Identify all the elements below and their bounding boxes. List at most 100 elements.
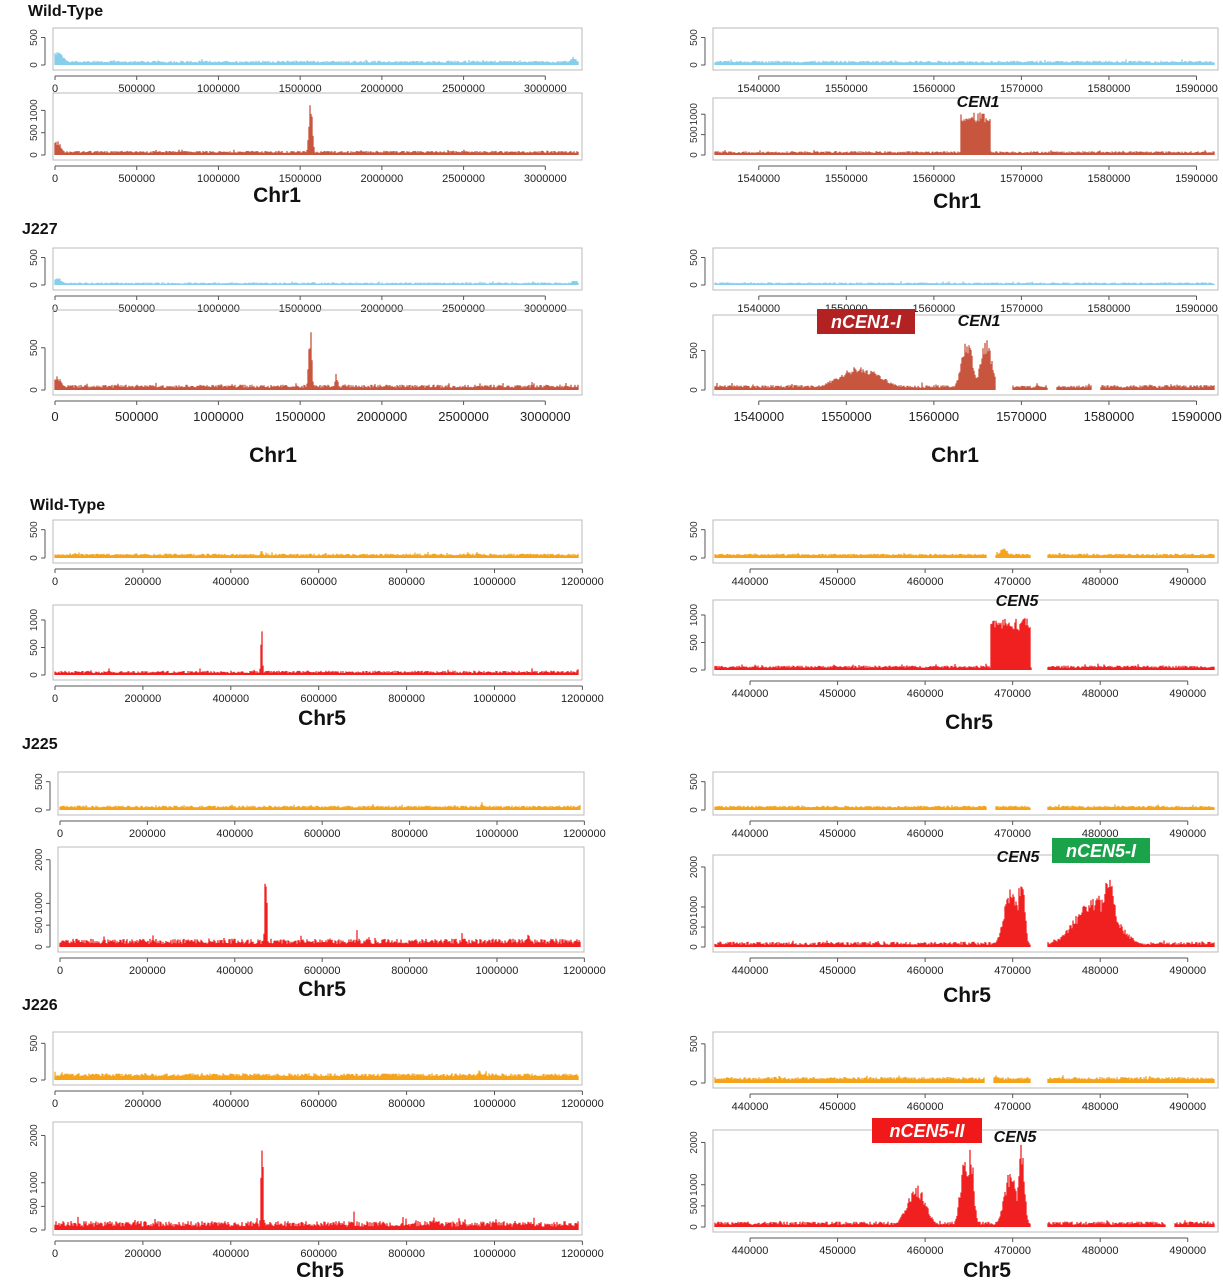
coverage-panel-p7: 0500154000015500001560000157000015800001… bbox=[689, 247, 1219, 315]
coverage-series bbox=[54, 551, 579, 558]
y-tick-label: 500 bbox=[689, 1197, 700, 1214]
y-tick-label: 0 bbox=[29, 282, 40, 288]
x-tick-label: 470000 bbox=[994, 1101, 1031, 1113]
y-tick-label: 500 bbox=[689, 918, 700, 935]
y-axis: 0 500 bbox=[689, 249, 706, 288]
y-tick-label: 0 bbox=[689, 1080, 700, 1086]
x-tick-label: 3000000 bbox=[524, 83, 567, 95]
y-axis: 0 500 bbox=[29, 29, 46, 68]
coverage-series bbox=[714, 281, 1215, 285]
x-tick-label: 460000 bbox=[907, 576, 944, 588]
y-tick-label: 0 bbox=[689, 1224, 700, 1230]
x-tick-label: 460000 bbox=[907, 965, 944, 977]
coverage-panel-p13: 0 500 0 200000 400000 600000 800000 1000000 1200… bbox=[29, 1031, 604, 1110]
x-tick-label: 2500000 bbox=[442, 303, 485, 315]
x-tick-label: 1000000 bbox=[476, 965, 519, 977]
panel-frame bbox=[712, 854, 1219, 953]
x-tick-label: 200000 bbox=[129, 965, 166, 977]
panel-frame bbox=[712, 599, 1219, 676]
x-tick-label: 460000 bbox=[907, 1101, 944, 1113]
y-tick-label: 1000 bbox=[689, 103, 700, 126]
annotation-label: nCEN5-II bbox=[889, 1121, 965, 1141]
x-tick-label: 2000000 bbox=[360, 173, 403, 185]
chromosome-label-c6: Chr5 bbox=[945, 711, 993, 734]
y-tick-label: 500 bbox=[689, 342, 700, 359]
annotation-a-ncen5i: nCEN5-I bbox=[1052, 838, 1150, 863]
y-tick-label: 0 bbox=[29, 1227, 40, 1233]
x-tick-label: 0 bbox=[52, 173, 58, 185]
x-tick-label: 400000 bbox=[212, 1248, 249, 1260]
coverage-series bbox=[714, 340, 1215, 390]
x-tick-label: 450000 bbox=[819, 688, 856, 700]
x-tick-label: 1000000 bbox=[476, 828, 519, 840]
y-tick-label: 500 bbox=[34, 773, 45, 790]
x-tick-label: 1200000 bbox=[561, 1248, 604, 1260]
x-tick-label: 1200000 bbox=[563, 965, 606, 977]
x-axis: 0 200000 400000 600000 800000 1000000 1200000 bbox=[52, 1240, 604, 1260]
x-tick-label: 470000 bbox=[994, 576, 1031, 588]
panel-frame bbox=[52, 27, 583, 71]
y-tick-label: 0 bbox=[689, 387, 700, 393]
coverage-series bbox=[714, 618, 1215, 670]
panel-frame bbox=[712, 314, 1219, 396]
x-tick-label: 600000 bbox=[300, 576, 337, 588]
x-tick-label: 0 bbox=[52, 1098, 58, 1110]
annotation-a-cen5-b: CEN5 bbox=[997, 849, 1041, 866]
sample-label-g-wt-1: Wild-Type bbox=[28, 3, 103, 20]
x-tick-label: 600000 bbox=[304, 965, 341, 977]
x-axis: 0 200000 400000 600000 800000 1000000 1200000 bbox=[52, 568, 604, 588]
coverage-series bbox=[714, 1075, 1215, 1083]
x-tick-label: 1580000 bbox=[1088, 303, 1131, 315]
x-tick-label: 1560000 bbox=[912, 303, 955, 315]
x-tick-label: 600000 bbox=[300, 1248, 337, 1260]
x-tick-label: 1540000 bbox=[737, 83, 780, 95]
x-tick-label: 1580000 bbox=[1084, 409, 1135, 424]
y-axis: 0 500 bbox=[29, 249, 46, 288]
coverage-panel-p9: 0 500 0 200000 400000 600000 800000 1000000 1200… bbox=[29, 519, 604, 588]
annotation-a-ncen5ii: nCEN5-II bbox=[872, 1118, 982, 1143]
x-axis: 0 500000 1000000 1500000 2000000 2500000 30000… bbox=[51, 400, 571, 424]
x-tick-label: 800000 bbox=[388, 693, 425, 705]
x-tick-label: 1550000 bbox=[825, 83, 868, 95]
x-tick-label: 0 bbox=[52, 576, 58, 588]
y-tick-label: 2000 bbox=[689, 1131, 700, 1154]
x-tick-label: 2000000 bbox=[360, 83, 403, 95]
x-axis: 0 500000 1000000 1500000 2000000 2500000 30000… bbox=[52, 165, 567, 185]
x-axis: 440000 450000 460000 470000 480000 490000 bbox=[732, 568, 1206, 588]
x-tick-label: 1540000 bbox=[737, 173, 780, 185]
x-tick-label: 1000000 bbox=[197, 83, 240, 95]
chromosome-label-c3: Chr1 bbox=[249, 444, 297, 467]
y-axis: 0 500 bbox=[689, 342, 706, 393]
x-tick-label: 400000 bbox=[212, 693, 249, 705]
x-tick-label: 1570000 bbox=[1000, 173, 1043, 185]
x-tick-label: 440000 bbox=[732, 1101, 769, 1113]
y-tick-label: 500 bbox=[29, 339, 40, 356]
x-tick-label: 1000000 bbox=[473, 693, 516, 705]
y-tick-label: 0 bbox=[689, 807, 700, 813]
chromosome-label-c7: Chr5 bbox=[298, 978, 346, 1001]
y-tick-label: 0 bbox=[29, 387, 40, 393]
y-tick-label: 2000 bbox=[29, 1124, 40, 1147]
x-tick-label: 800000 bbox=[388, 1098, 425, 1110]
x-tick-label: 440000 bbox=[732, 688, 769, 700]
x-tick-label: 490000 bbox=[1169, 688, 1206, 700]
x-tick-label: 1500000 bbox=[279, 83, 322, 95]
x-tick-label: 500000 bbox=[115, 409, 158, 424]
y-tick-label: 500 bbox=[689, 773, 700, 790]
sample-label-g-j226: J226 bbox=[22, 997, 58, 1014]
x-tick-label: 600000 bbox=[300, 1098, 337, 1110]
y-tick-label: 0 bbox=[29, 152, 40, 158]
x-tick-label: 600000 bbox=[300, 693, 337, 705]
annotation-label: nCEN1-I bbox=[831, 312, 902, 332]
y-tick-label: 500 bbox=[689, 126, 700, 143]
y-tick-label: 1000 bbox=[29, 99, 40, 122]
chromosome-label-c9: Chr5 bbox=[296, 1259, 344, 1280]
x-tick-label: 470000 bbox=[994, 828, 1031, 840]
coverage-panel-p2: 0 500 1000 0 500000 1000000 1500000 2000000 2500… bbox=[29, 92, 583, 185]
coverage-panel-p11: 0 500 0 200000 400000 600000 800000 1000000 1200… bbox=[34, 771, 606, 840]
